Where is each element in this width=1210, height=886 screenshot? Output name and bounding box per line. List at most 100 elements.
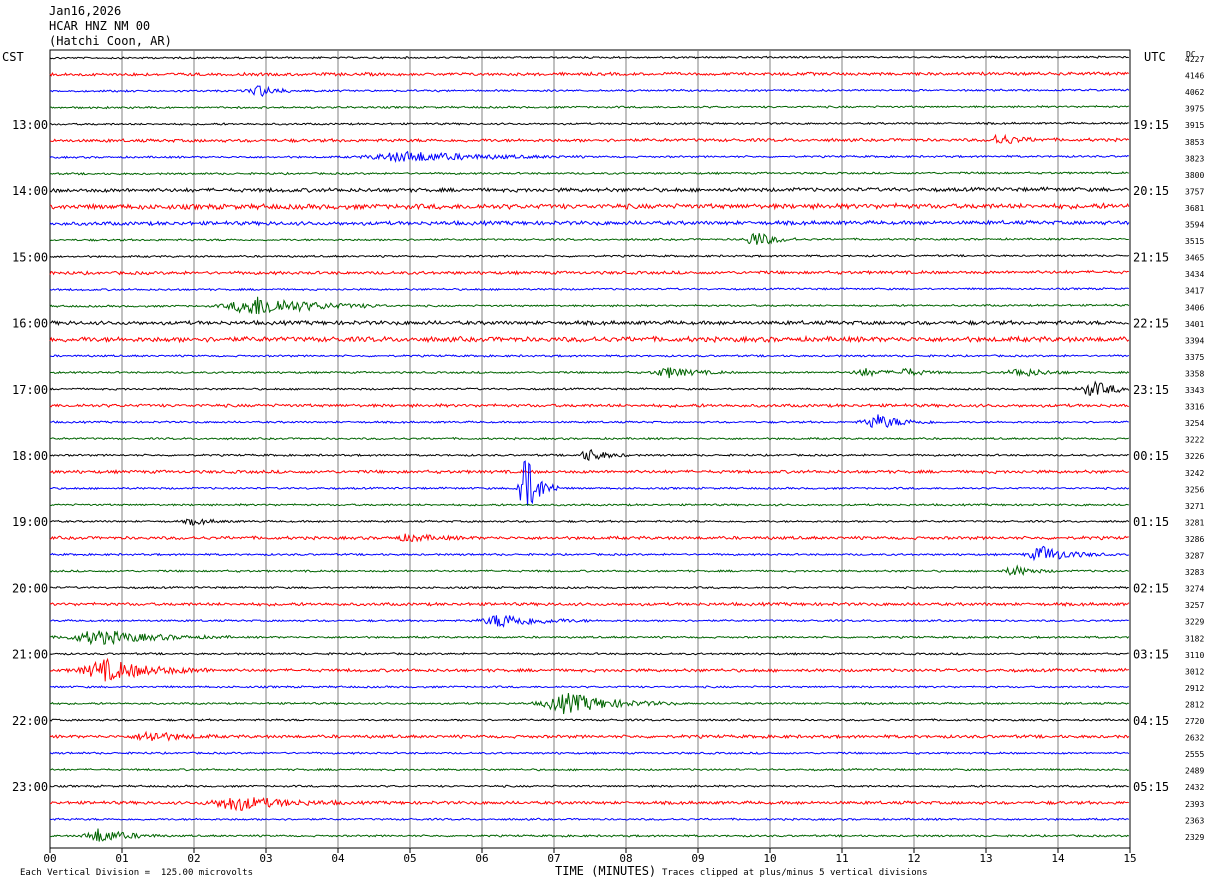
utc-hour-label: 00:15 <box>1133 449 1169 463</box>
dc-offset-label: 2632 <box>1185 734 1204 743</box>
dc-offset-label: 4062 <box>1185 88 1204 97</box>
dc-offset-label: 3358 <box>1185 369 1204 378</box>
dc-offset-label: 2720 <box>1185 717 1204 726</box>
trace-line <box>50 460 1130 506</box>
x-tick-label: 10 <box>763 852 776 865</box>
station-code: HCAR HNZ NM 00 <box>49 19 151 33</box>
cst-hour-label: 22:00 <box>12 714 48 728</box>
trace-line <box>49 730 1130 742</box>
cst-hour-label: 14:00 <box>12 184 48 198</box>
dc-offset-label: 3853 <box>1185 138 1204 147</box>
trace-line <box>49 784 1129 788</box>
dc-offset-label: 3012 <box>1185 667 1204 676</box>
x-tick-label: 14 <box>1051 852 1065 865</box>
dc-offset-label: 2363 <box>1185 816 1204 825</box>
x-tick-label: 01 <box>115 852 128 865</box>
trace-line <box>49 657 1129 682</box>
trace-line <box>49 287 1130 292</box>
trace-line <box>49 85 1130 97</box>
dc-offset-label: 3515 <box>1185 237 1204 246</box>
dc-offset-label: 3226 <box>1185 452 1204 461</box>
x-tick-label: 05 <box>403 852 416 865</box>
trace-line <box>49 651 1129 656</box>
dc-offset-label: 3257 <box>1185 601 1204 610</box>
dc-offset-label: 3406 <box>1185 303 1204 312</box>
trace-line <box>49 402 1129 409</box>
dc-offset-label: 3681 <box>1185 204 1204 213</box>
trace-line <box>49 201 1130 211</box>
trace-line <box>49 718 1130 722</box>
dc-offset-label: 3229 <box>1185 618 1204 627</box>
cst-hour-label: 19:00 <box>12 515 48 529</box>
x-tick-label: 06 <box>475 852 488 865</box>
trace-line <box>49 828 1130 842</box>
dc-offset-label: 2432 <box>1185 783 1204 792</box>
dc-offset-label: 3343 <box>1185 386 1204 395</box>
trace-line <box>49 533 1129 543</box>
trace-line <box>49 797 1129 812</box>
trace-line <box>49 436 1129 441</box>
trace-line <box>49 319 1129 327</box>
trace-line <box>49 585 1129 590</box>
cst-hour-label: 15:00 <box>12 250 48 264</box>
x-tick-label: 08 <box>619 852 632 865</box>
dc-offset-label: 3286 <box>1185 535 1204 544</box>
trace-line <box>49 232 1129 245</box>
dc-offset-label: 3256 <box>1185 485 1204 494</box>
dc-offset-label: 3434 <box>1185 270 1204 279</box>
trace-line <box>49 121 1129 126</box>
dc-label: DC <box>1186 50 1196 59</box>
trace-line <box>49 133 1130 144</box>
trace-line <box>49 296 1130 315</box>
x-tick-label: 13 <box>979 852 992 865</box>
trace-line <box>49 545 1129 562</box>
dc-offset-label: 3394 <box>1185 336 1204 345</box>
trace-line <box>49 468 1129 475</box>
utc-hour-label: 19:15 <box>1133 118 1169 132</box>
x-tick-label: 15 <box>1123 852 1136 865</box>
dc-offset-label: 2489 <box>1185 767 1204 776</box>
dc-offset-label: 3823 <box>1185 154 1204 163</box>
trace-line <box>49 55 1129 60</box>
dc-offset-label: 3254 <box>1185 419 1204 428</box>
dc-offset-label: 3417 <box>1185 287 1204 296</box>
dc-offset-label: 3271 <box>1185 502 1204 511</box>
dc-offset-label: 3915 <box>1185 121 1204 130</box>
cst-hour-label: 21:00 <box>12 648 48 662</box>
x-tick-label: 03 <box>259 852 272 865</box>
x-tick-label: 11 <box>835 852 848 865</box>
utc-hour-label: 02:15 <box>1133 581 1169 595</box>
trace-line <box>49 448 1129 462</box>
dc-offset-label: 2329 <box>1185 833 1204 842</box>
dc-offset-label: 2812 <box>1185 700 1204 709</box>
dc-offset-label: 4227 <box>1185 55 1204 64</box>
chart-date: Jan16,2026 <box>49 4 122 18</box>
utc-hour-label: 21:15 <box>1133 250 1169 264</box>
trace-line <box>49 367 1130 379</box>
utc-hour-label: 22:15 <box>1133 317 1169 331</box>
dc-offset-label: 2912 <box>1185 684 1204 693</box>
utc-hour-label: 05:15 <box>1133 780 1169 794</box>
trace-line <box>49 692 1129 715</box>
dc-offset-label: 3222 <box>1185 436 1204 445</box>
utc-hour-label: 01:15 <box>1133 515 1169 529</box>
trace-line <box>49 601 1130 607</box>
x-tick-label: 00 <box>43 852 56 865</box>
utc-hour-label: 23:15 <box>1133 383 1169 397</box>
x-tick-label: 04 <box>331 852 345 865</box>
vertical-scale-note: Each Vertical Division = 125.00 microvol… <box>20 868 253 878</box>
trace-line <box>49 380 1130 396</box>
x-tick-label: 02 <box>187 852 200 865</box>
dc-offset-label: 4146 <box>1185 72 1204 81</box>
dc-offset-label: 3465 <box>1185 254 1204 263</box>
dc-offset-label: 2393 <box>1185 800 1204 809</box>
x-tick-label: 09 <box>691 852 704 865</box>
dc-offset-label: 3401 <box>1185 320 1204 329</box>
trace-line <box>49 685 1129 689</box>
dc-offset-label: 3283 <box>1185 568 1204 577</box>
cst-hour-label: 23:00 <box>12 780 48 794</box>
trace-line <box>49 71 1130 77</box>
trace-line <box>49 150 1129 163</box>
plot-frame <box>49 49 1131 849</box>
